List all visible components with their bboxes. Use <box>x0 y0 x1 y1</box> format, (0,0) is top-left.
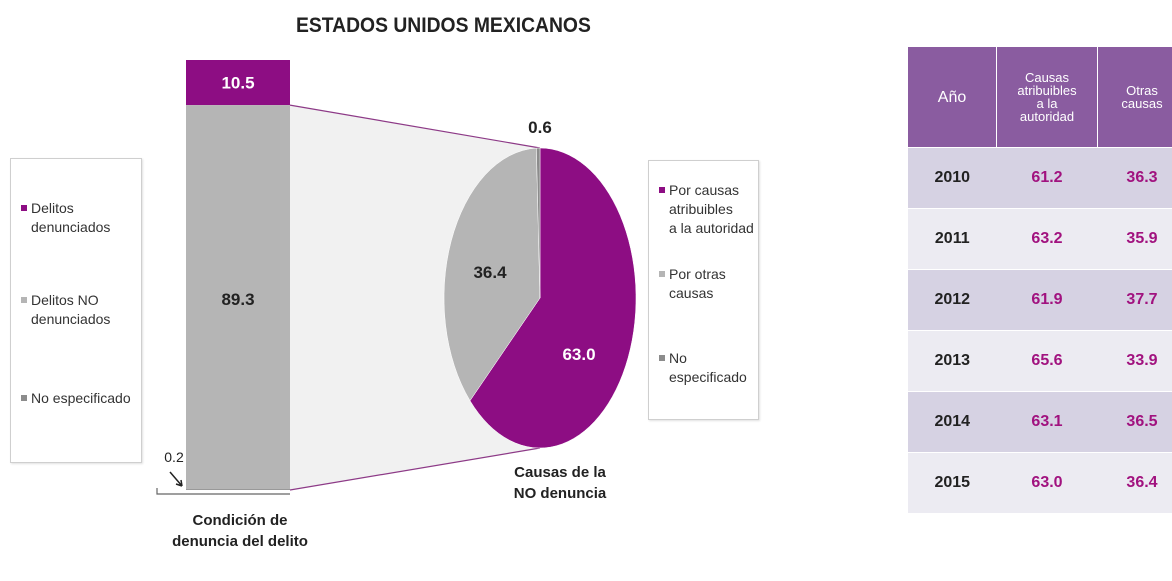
pie-axis-label: Causas de la NO denuncia <box>513 464 607 502</box>
bar-label-leader-arrow <box>169 471 183 487</box>
stacked-bar: 10.5 89.3 0.2 <box>156 60 290 495</box>
bar-segment-no-especificado <box>186 489 290 490</box>
table-cell-year: 2010 <box>908 147 997 209</box>
table-cell-other: 36.3 <box>1097 147 1172 209</box>
bar-legend-item-delitos-denunciados: Delitos denunciados <box>21 199 110 237</box>
connector-line-top <box>289 104 541 149</box>
bar-legend-swatch <box>21 297 27 303</box>
bar-label-no-especificado: 0.2 <box>164 449 184 465</box>
pie-legend-label: No especificado <box>669 350 747 385</box>
bar-legend-label: Delitos denunciados <box>31 200 111 235</box>
pie-legend-swatch <box>659 187 665 193</box>
table-row: 2012 61.9 37.7 <box>908 269 1172 331</box>
table-cell-authority: 61.2 <box>996 147 1098 209</box>
pie-legend-swatch <box>659 271 665 277</box>
pie-legend-label: Por causas atribuibles a la autoridad <box>669 182 754 236</box>
pie-chart: 63.0 36.4 0.6 <box>443 118 637 449</box>
pie-label-no-especificado: 0.6 <box>528 118 552 137</box>
table-cell-other: 37.7 <box>1097 269 1172 331</box>
bar-legend-item-no-especificado: No especificado <box>21 389 131 408</box>
table-header-other: Otras causas <box>1097 47 1172 148</box>
bar-legend-label: Delitos NO denunciados <box>31 292 111 327</box>
table-row: 2010 61.2 36.3 <box>908 147 1172 209</box>
pie-label-por-causas-atribuibles-a-la-autoridad: 63.0 <box>562 345 595 364</box>
table-cell-other: 35.9 <box>1097 208 1172 270</box>
table-header-year: Año <box>908 47 997 148</box>
yearly-table: Año Causas atribuibles a la autoridad Otras ca… <box>908 47 1172 513</box>
pie-legend-swatch <box>659 355 665 361</box>
bar-label-no-denunciados: 89.3 <box>221 290 254 309</box>
table-cell-other: 36.5 <box>1097 391 1172 453</box>
pie-legend-label: Por otras causas <box>669 266 726 301</box>
table-cell-year: 2013 <box>908 330 997 392</box>
bar-axis-label: Condición de denuncia del delito <box>172 512 308 550</box>
bar-legend-label: No especificado <box>31 390 131 406</box>
bar-legend-swatch <box>21 395 27 401</box>
chart-title: ESTADOS UNIDOS MEXICANOS <box>296 14 591 37</box>
table-cell-year: 2015 <box>908 452 997 513</box>
bar-legend-item-delitos-no-denunciados: Delitos NO denunciados <box>21 291 110 329</box>
table-cell-authority: 63.1 <box>996 391 1098 453</box>
pie-legend-item-no-especificado: No especificado <box>659 349 758 387</box>
pie-slice-por-otras-causas <box>443 147 541 402</box>
table-cell-authority: 63.0 <box>996 452 1098 513</box>
table-cell-year: 2012 <box>908 269 997 331</box>
table-row: 2011 63.2 35.9 <box>908 208 1172 270</box>
bar-segment-delitos-no-denunciados <box>186 105 290 490</box>
table-cell-year: 2011 <box>908 208 997 270</box>
bar-legend: Delitos denunciados Delitos NO denunciado… <box>10 158 142 463</box>
table-header-authority: Causas atribuibles a la autoridad <box>996 47 1098 148</box>
table-cell-authority: 63.2 <box>996 208 1098 270</box>
connector-line-bottom <box>289 447 541 491</box>
pie-label-por-otras-causas: 36.4 <box>473 263 507 282</box>
pie-legend-item-por-causas-atribuibles-a-la-autoridad: Por causas atribuibles a la autoridad <box>659 181 754 238</box>
table-cell-authority: 65.6 <box>996 330 1098 392</box>
table-cell-authority: 61.9 <box>996 269 1098 331</box>
pie-legend-item-por-otras-causas: Por otras causas <box>659 265 726 303</box>
table-header-row: Año Causas atribuibles a la autoridad Otras ca… <box>908 47 1172 148</box>
pie-legend: Por causas atribuibles a la autoridad Por… <box>648 160 759 420</box>
table-row: 2015 63.0 36.4 <box>908 452 1172 513</box>
bar-label-denunciados: 10.5 <box>221 74 254 93</box>
table-row: 2013 65.6 33.9 <box>908 330 1172 392</box>
table-row: 2014 63.1 36.5 <box>908 391 1172 453</box>
table-cell-other: 33.9 <box>1097 330 1172 392</box>
table-cell-year: 2014 <box>908 391 997 453</box>
bar-legend-swatch <box>21 205 27 211</box>
pie-slice-no-especificado <box>536 147 541 299</box>
table-cell-other: 36.4 <box>1097 452 1172 513</box>
bar-segment-delitos-denunciados <box>186 60 290 106</box>
pie-slice-por-causas-atribuibles-a-la-autoridad <box>469 147 637 449</box>
bar-axis-line <box>156 488 290 495</box>
